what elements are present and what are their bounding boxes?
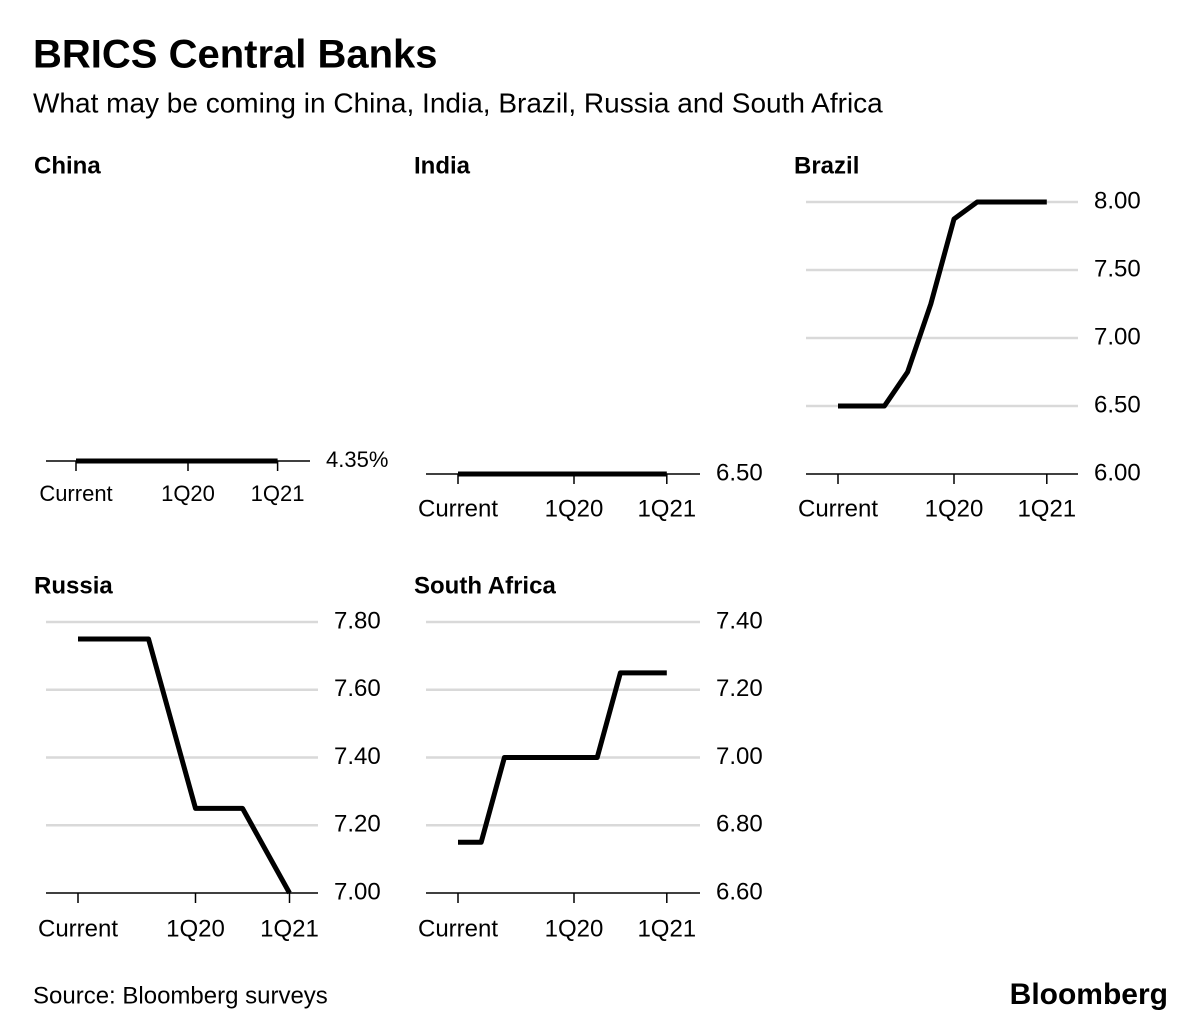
panel-title: China: [34, 152, 101, 179]
x-tick-label: 1Q20: [166, 915, 225, 942]
x-tick-label: 1Q20: [161, 481, 215, 506]
data-line: [838, 199, 1047, 409]
panel-title: Russia: [34, 572, 113, 599]
x-tick-label: Current: [418, 915, 498, 942]
y-tick-label: 6.00: [1094, 459, 1141, 486]
y-tick-label: 7.60: [334, 675, 381, 702]
data-line: [78, 636, 292, 895]
y-tick-label: 6.60: [716, 878, 763, 905]
x-tick-label: Current: [798, 495, 878, 522]
source: Source: Bloomberg surveys: [33, 982, 328, 1009]
panel-title: Brazil: [794, 152, 859, 179]
y-tick-label: 8.00: [1094, 187, 1141, 214]
page-title: BRICS Central Banks: [33, 33, 438, 77]
data-line: [458, 670, 667, 845]
x-tick-label: 1Q21: [637, 915, 696, 942]
y-tick-label: 7.20: [716, 675, 763, 702]
logo: Bloomberg: [1010, 978, 1168, 1011]
y-tick-label: 7.40: [334, 743, 381, 770]
x-tick-label: 1Q20: [545, 915, 604, 942]
y-tick-label: 6.50: [716, 459, 763, 486]
x-tick-label: Current: [39, 481, 112, 506]
y-tick-label: 7.80: [334, 607, 381, 634]
x-tick-label: 1Q21: [260, 915, 319, 942]
y-tick-label: 7.20: [334, 811, 381, 838]
y-tick-label: 7.00: [1094, 323, 1141, 350]
panel-title: India: [414, 152, 471, 179]
page-subtitle: What may be coming in China, India, Braz…: [33, 87, 883, 118]
y-tick-label: 6.80: [716, 811, 763, 838]
x-tick-label: 1Q21: [251, 481, 305, 506]
y-tick-label: 4.35%: [326, 447, 388, 472]
y-tick-label: 6.50: [1094, 391, 1141, 418]
y-tick-label: 7.00: [334, 878, 381, 905]
x-tick-label: 1Q20: [925, 495, 984, 522]
x-tick-label: 1Q20: [545, 495, 604, 522]
panel-title: South Africa: [414, 572, 556, 599]
y-tick-label: 7.00: [716, 743, 763, 770]
x-tick-label: 1Q21: [637, 495, 696, 522]
x-tick-label: Current: [38, 915, 118, 942]
x-tick-label: 1Q21: [1017, 495, 1076, 522]
y-tick-label: 7.40: [716, 607, 763, 634]
x-tick-label: Current: [418, 495, 498, 522]
y-tick-label: 7.50: [1094, 255, 1141, 282]
